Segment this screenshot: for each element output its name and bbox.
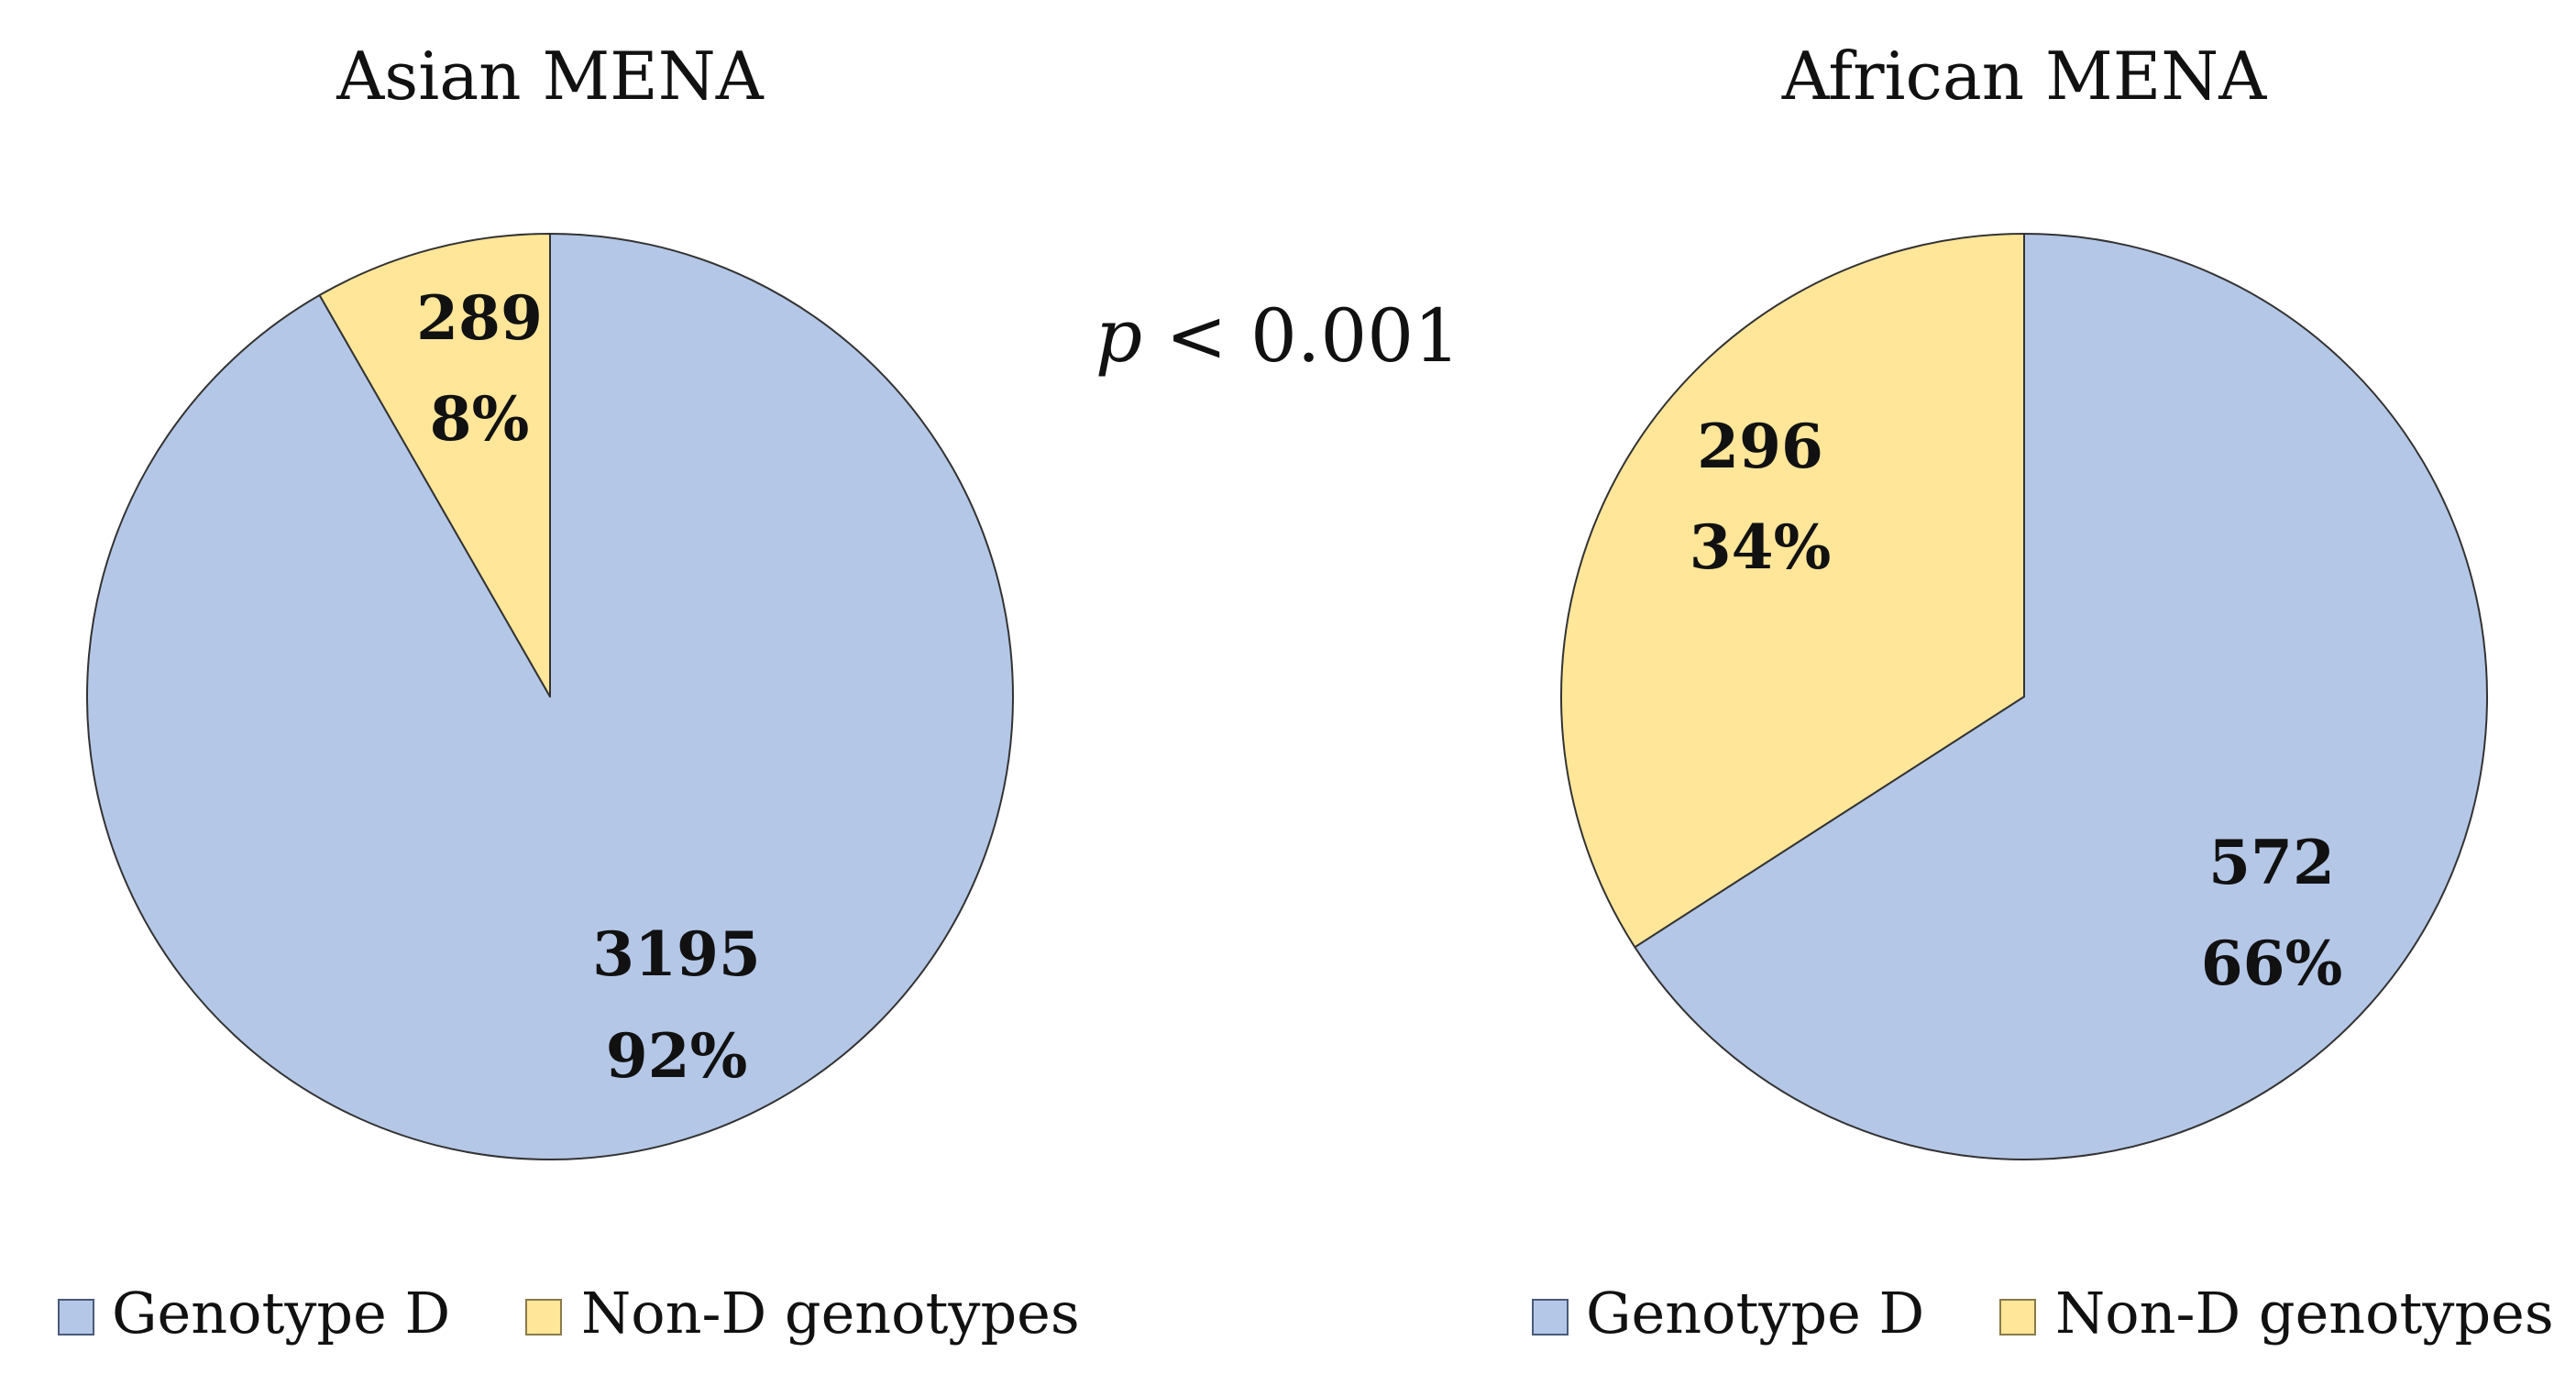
pie-slice-non-d-genotypes — [318, 233, 551, 698]
slice-count-label: 289 — [416, 282, 543, 354]
legend-swatch-non-d — [525, 1299, 562, 1336]
legend: Genotype D Non-D genotypes — [1532, 1280, 2554, 1347]
slice-count-label: 572 — [2208, 827, 2335, 898]
slice-count-label: 296 — [1697, 411, 1823, 482]
chart-title: African MENA — [1781, 38, 2268, 115]
slice-percent-label: 34% — [1690, 511, 1832, 583]
pie-slices — [1560, 233, 2488, 1160]
legend: Genotype D Non-D genotypes — [58, 1280, 1080, 1347]
pie-slice-non-d-genotypes — [1560, 233, 2025, 949]
legend-label: Genotype D — [112, 1280, 450, 1347]
chart-title: Asian MENA — [336, 38, 764, 115]
slice-count-label: 3195 — [592, 918, 761, 990]
slice-percent-label: 8% — [430, 383, 530, 455]
p-value-annotation: p < 0.001 — [1095, 293, 1460, 379]
legend-label: Non-D genotypes — [2055, 1280, 2554, 1347]
legend-swatch-genotype-d — [58, 1299, 94, 1336]
pie-slice-genotype-d — [1634, 233, 2488, 1160]
slice-percent-label: 92% — [606, 1020, 748, 1092]
legend-label: Non-D genotypes — [581, 1280, 1080, 1347]
legend-swatch-non-d — [1999, 1299, 2036, 1336]
legend-swatch-genotype-d — [1532, 1299, 1569, 1336]
legend-label: Genotype D — [1586, 1280, 1924, 1347]
pie-chart-asian-mena: Asian MENA 3195 92% 289 8% Genotype D No… — [58, 38, 1080, 1347]
pie-chart-african-mena: African MENA 572 66% 296 34% Genotype D … — [1532, 38, 2554, 1347]
p-symbol: p — [1095, 293, 1142, 379]
p-threshold: < 0.001 — [1142, 293, 1460, 379]
slice-percent-label: 66% — [2201, 928, 2343, 999]
pie-slices — [86, 233, 1014, 1160]
